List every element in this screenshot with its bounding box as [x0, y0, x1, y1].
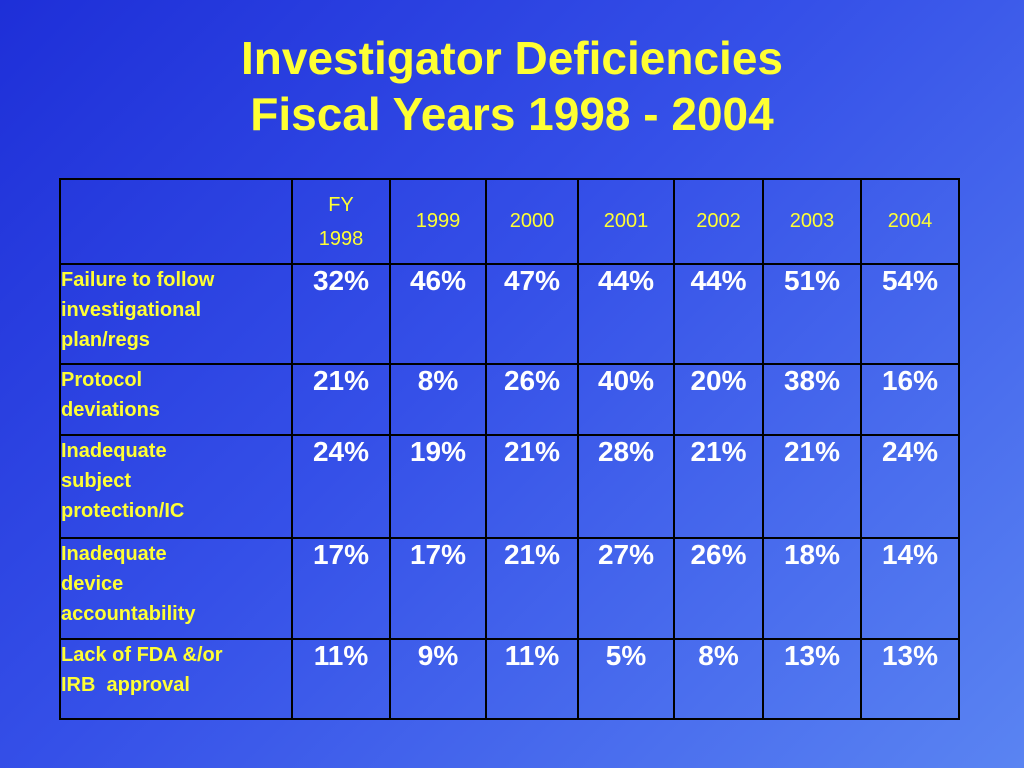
column-header-year: 1998 [318, 227, 364, 250]
row-label-line: investigational [61, 299, 202, 321]
slide-title-line-1: Investigator Deficiencies [241, 32, 783, 84]
table-row-fda-irb-approval: Lack of FDA &/or IRB approval 11% 9% 11%… [59, 638, 960, 720]
table-cell: 44% [673, 263, 764, 365]
table-cell: 19% [389, 434, 487, 539]
table-header-row: FY 1998 1999 2000 2001 2002 2003 2004 [59, 178, 960, 265]
table-cell: 54% [860, 263, 960, 365]
column-header-fy-label: FY [328, 193, 354, 216]
table-cell: 16% [860, 363, 960, 436]
table-row-device-accountability: Inadequate device accountability 17% 17%… [59, 537, 960, 640]
table-cell: 47% [485, 263, 579, 365]
column-header-1998: FY 1998 [291, 178, 391, 265]
table-row-subject-protection: Inadequate subject protection/IC 24% 19%… [59, 434, 960, 539]
deficiency-table: FY 1998 1999 2000 2001 2002 2003 2004 Fa… [59, 178, 960, 720]
table-cell: 17% [291, 537, 391, 640]
column-header-2004: 2004 [860, 178, 960, 265]
table-cell: 17% [389, 537, 487, 640]
row-label-subject-protection: Inadequate subject protection/IC [59, 434, 293, 539]
table-cell: 38% [762, 363, 862, 436]
table-cell: 5% [577, 638, 675, 720]
column-header-2002: 2002 [673, 178, 764, 265]
table-cell: 8% [673, 638, 764, 720]
table-row-failure-to-follow: Failure to follow investigational plan/r… [59, 263, 960, 365]
row-label-line: IRB approval [61, 674, 190, 696]
table-cell: 18% [762, 537, 862, 640]
table-cell: 21% [673, 434, 764, 539]
table-cell: 32% [291, 263, 391, 365]
table-cell: 21% [485, 434, 579, 539]
table-cell: 13% [860, 638, 960, 720]
row-label-line: Protocol [61, 369, 143, 391]
column-header-2001: 2001 [577, 178, 675, 265]
table-row-protocol-deviations: Protocol deviations 21% 8% 26% 40% 20% 3… [59, 363, 960, 436]
row-label-device-accountability: Inadequate device accountability [59, 537, 293, 640]
table-cell: 26% [673, 537, 764, 640]
row-label-line: Inadequate [61, 440, 167, 462]
row-label-failure-to-follow: Failure to follow investigational plan/r… [59, 263, 293, 365]
table-cell: 21% [485, 537, 579, 640]
column-header-2000: 2000 [485, 178, 579, 265]
table-cell: 11% [485, 638, 579, 720]
table-cell: 21% [291, 363, 391, 436]
table-cell: 13% [762, 638, 862, 720]
table-cell: 24% [291, 434, 391, 539]
row-label-line: Failure to follow [61, 269, 215, 291]
row-label-line: Lack of FDA &/or [61, 644, 223, 666]
row-label-line: protection/IC [61, 500, 185, 522]
table-cell: 28% [577, 434, 675, 539]
table-cell: 20% [673, 363, 764, 436]
column-header-2003: 2003 [762, 178, 862, 265]
row-label-line: deviations [61, 399, 160, 421]
row-label-line: accountability [61, 603, 196, 625]
header-corner-cell [59, 178, 293, 265]
table-cell: 46% [389, 263, 487, 365]
table-cell: 40% [577, 363, 675, 436]
column-header-1999: 1999 [389, 178, 487, 265]
row-label-line: plan/regs [61, 329, 150, 351]
table-cell: 51% [762, 263, 862, 365]
row-label-line: subject [61, 470, 132, 492]
row-label-fda-irb-approval: Lack of FDA &/or IRB approval [59, 638, 293, 720]
slide-title-line-2: Fiscal Years 1998 - 2004 [250, 88, 774, 140]
table-cell: 8% [389, 363, 487, 436]
table-cell: 9% [389, 638, 487, 720]
row-label-line: device [61, 573, 124, 595]
table-cell: 14% [860, 537, 960, 640]
row-label-line: Inadequate [61, 543, 167, 565]
row-label-protocol-deviations: Protocol deviations [59, 363, 293, 436]
table-cell: 27% [577, 537, 675, 640]
table-cell: 11% [291, 638, 391, 720]
table-cell: 24% [860, 434, 960, 539]
slide-title: Investigator Deficiencies Fiscal Years 1… [0, 30, 1024, 142]
table-cell: 44% [577, 263, 675, 365]
table-cell: 26% [485, 363, 579, 436]
table-cell: 21% [762, 434, 862, 539]
